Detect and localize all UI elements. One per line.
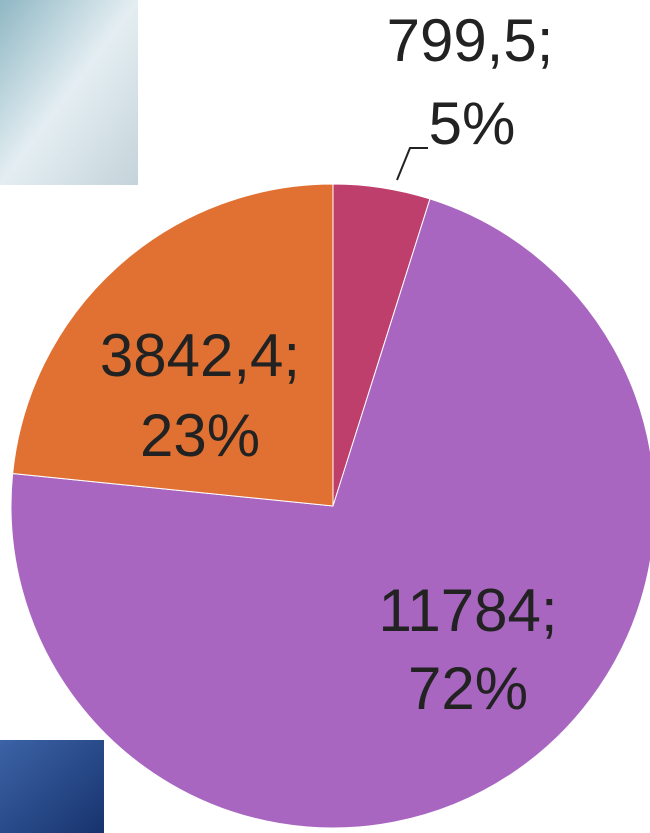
decor-panel [0, 740, 104, 833]
data-label: 799,5; [387, 7, 554, 74]
photo [0, 0, 138, 185]
data-label: 72% [408, 655, 528, 722]
data-label: 23% [140, 402, 260, 469]
pie-slice [10, 198, 650, 829]
data-label: 5% [429, 90, 516, 157]
data-label: 11784; [378, 577, 557, 644]
leader-line [396, 147, 428, 181]
pie [10, 183, 650, 829]
data-label: 3842,4; [100, 322, 300, 389]
pie-slice [12, 183, 334, 507]
